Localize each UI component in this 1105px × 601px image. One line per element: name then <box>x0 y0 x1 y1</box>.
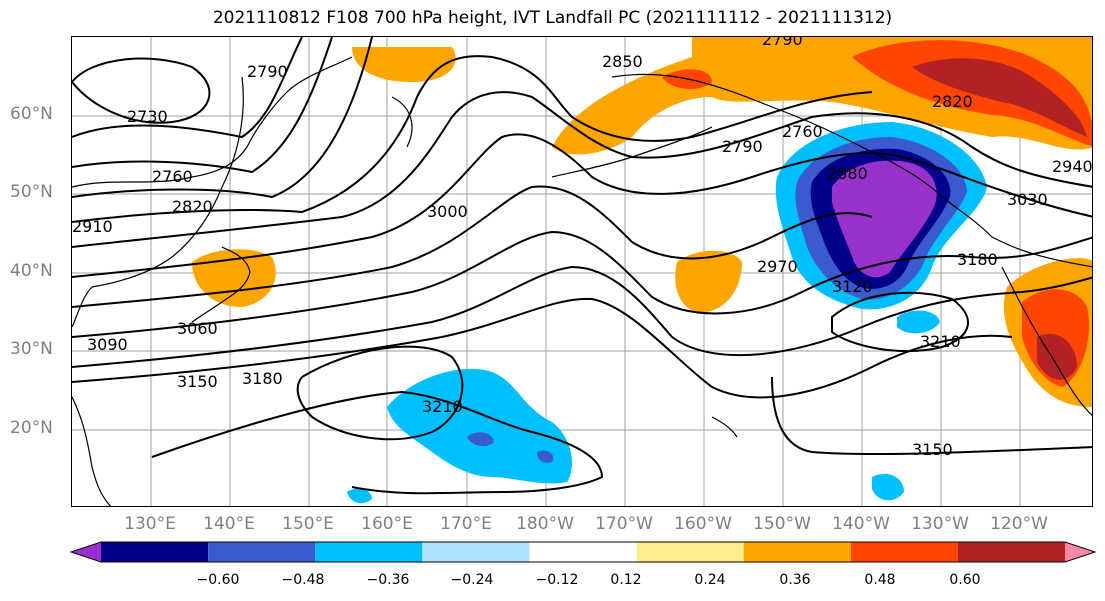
lon-label: 120°W <box>990 514 1048 534</box>
colorbar-outline <box>69 541 1097 563</box>
lat-label: 40°N <box>10 261 53 281</box>
lat-label: 20°N <box>10 418 53 438</box>
lon-label: 150°W <box>753 514 811 534</box>
contour-label: 2820 <box>932 92 973 111</box>
colorbar-tick-label: 0.60 <box>949 572 981 588</box>
contour-label: 2790 <box>762 37 803 49</box>
colorbar-segment <box>422 542 530 562</box>
lon-label: 160°E <box>361 514 413 534</box>
colorbar <box>69 541 1097 563</box>
map-title: 2021110812 F108 700 hPa height, IVT Land… <box>212 8 893 28</box>
contour-label: 3000 <box>427 202 468 221</box>
colorbar-segment <box>529 542 637 562</box>
contour-label: 2880 <box>827 164 868 183</box>
contour-label: 3210 <box>920 332 961 351</box>
contour-label: 2910 <box>72 217 113 236</box>
height-contours <box>72 37 1092 495</box>
contour-label: 2790 <box>722 137 763 156</box>
contour-label: 3150 <box>912 440 953 459</box>
colorbar-tick-label: −0.36 <box>366 572 410 588</box>
contour-label: 3150 <box>177 372 218 391</box>
contour-label: 2760 <box>152 167 193 186</box>
map-panel: 2790 2850 2790 2820 2730 2760 2760 2790 … <box>71 36 1093 507</box>
colorbar-segment <box>1065 542 1095 562</box>
colorbar-segment <box>71 542 101 562</box>
colorbar-tick-label: −0.24 <box>450 572 494 588</box>
contour-label: 3090 <box>87 335 128 354</box>
lat-label: 60°N <box>10 104 53 124</box>
colorbar-segment <box>101 542 209 562</box>
contour-label: 2970 <box>757 257 798 276</box>
contour-label: 2790 <box>247 62 288 81</box>
colorbar-segment <box>315 542 423 562</box>
lat-label: 50°N <box>10 182 53 202</box>
lon-label: 150°E <box>282 514 334 534</box>
colorbar-tick-label: −0.12 <box>535 572 579 588</box>
lon-label: 140°E <box>203 514 255 534</box>
contour-label: 2940 <box>1052 157 1093 176</box>
contour-label: 2760 <box>782 122 823 141</box>
lon-label: 130°W <box>911 514 969 534</box>
colorbar-tick-label: 0.24 <box>694 572 726 588</box>
contour-label: 3060 <box>177 319 218 338</box>
lon-label: 180°W <box>516 514 574 534</box>
colorbar-segment <box>208 542 316 562</box>
contour-label: 2730 <box>127 107 168 126</box>
lon-label: 130°E <box>124 514 176 534</box>
colorbar-tick-label: 0.12 <box>610 572 642 588</box>
colorbar-tick-label: −0.48 <box>281 572 325 588</box>
contour-label: 3120 <box>832 277 873 296</box>
lon-label: 170°W <box>595 514 653 534</box>
lat-label: 30°N <box>10 339 53 359</box>
colorbar-segments <box>69 541 1097 563</box>
contour-labels: 2790 2850 2790 2820 2730 2760 2760 2790 … <box>72 37 1093 459</box>
lon-label: 170°E <box>440 514 492 534</box>
colorbar-segment <box>850 542 958 562</box>
contour-label: 2820 <box>172 197 213 216</box>
contour-label: 3180 <box>242 369 283 388</box>
colorbar-tick-label: −0.60 <box>196 572 240 588</box>
colorbar-segment <box>957 542 1065 562</box>
contour-label: 3180 <box>957 250 998 269</box>
colorbar-segment <box>636 542 744 562</box>
colorbar-tick-label: 0.36 <box>779 572 811 588</box>
colorbar-segment <box>743 542 851 562</box>
map-canvas: 2790 2850 2790 2820 2730 2760 2760 2790 … <box>72 37 1093 506</box>
contour-label: 3030 <box>1007 190 1048 209</box>
contour-label: 2850 <box>602 52 643 71</box>
lon-label: 140°W <box>832 514 890 534</box>
colorbar-tick-label: 0.48 <box>864 572 896 588</box>
lon-label: 160°W <box>674 514 732 534</box>
contour-label: 3210 <box>422 397 463 416</box>
